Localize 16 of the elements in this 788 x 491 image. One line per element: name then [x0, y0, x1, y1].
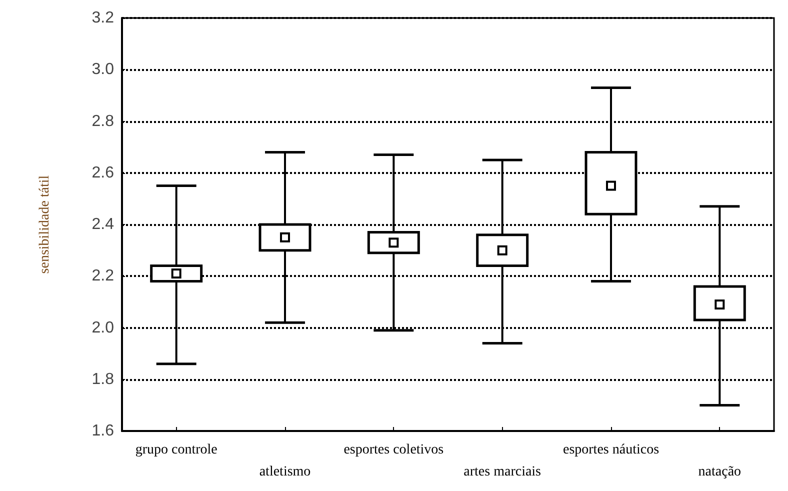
- y-tick-label: 2.4: [92, 216, 114, 233]
- y-tick-label: 3.2: [92, 10, 114, 26]
- y-tick-label: 1.6: [92, 422, 114, 440]
- y-tick-label: 2.8: [92, 112, 114, 130]
- x-tick-label: artes marciais: [464, 464, 542, 480]
- x-tick-label: atletismo: [259, 464, 311, 480]
- y-tick-label: 2.2: [92, 268, 114, 285]
- x-tick-label: natação: [698, 464, 742, 480]
- x-tick-label: grupo controle: [135, 442, 218, 458]
- y-tick-label: 3.0: [92, 61, 114, 78]
- x-tick-label: esportes coletivos: [344, 442, 444, 458]
- y-tick-label: 2.0: [92, 319, 114, 336]
- x-tick-label: esportes náuticos: [562, 442, 660, 458]
- y-axis-title: sensibilidade tátil: [38, 175, 52, 274]
- y-tick-label: 2.6: [92, 164, 114, 182]
- y-tick-label: 1.8: [92, 370, 114, 388]
